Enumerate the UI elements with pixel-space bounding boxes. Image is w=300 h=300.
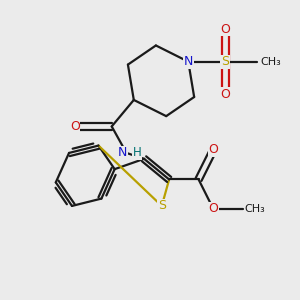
Text: O: O bbox=[70, 120, 80, 133]
Text: N: N bbox=[184, 55, 193, 68]
Text: CH₃: CH₃ bbox=[260, 57, 281, 67]
Text: H: H bbox=[132, 146, 141, 159]
Text: O: O bbox=[220, 23, 230, 36]
Text: S: S bbox=[158, 200, 166, 212]
Text: O: O bbox=[208, 202, 218, 215]
Text: N: N bbox=[118, 146, 128, 159]
Text: O: O bbox=[220, 88, 230, 100]
Text: S: S bbox=[221, 55, 229, 68]
Text: O: O bbox=[208, 143, 218, 157]
Text: CH₃: CH₃ bbox=[244, 204, 265, 214]
